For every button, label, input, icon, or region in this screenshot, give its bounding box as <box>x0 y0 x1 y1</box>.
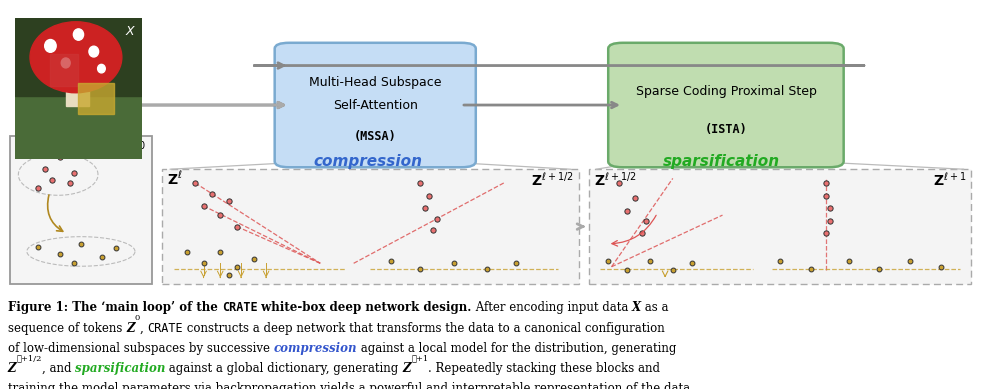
Text: , and: , and <box>42 362 76 375</box>
Text: training the model parameters via backpropagation yields a powerful and interpre: training the model parameters via backpr… <box>8 382 694 389</box>
Text: Self-Attention: Self-Attention <box>333 98 418 112</box>
Text: Z: Z <box>8 362 17 375</box>
FancyBboxPatch shape <box>78 83 114 114</box>
Ellipse shape <box>30 22 122 93</box>
Text: $\mathbf{Z}^{\ell+1/2}$: $\mathbf{Z}^{\ell+1/2}$ <box>594 171 636 189</box>
Text: $\it{X}$: $\it{X}$ <box>125 25 135 38</box>
Circle shape <box>61 58 71 68</box>
Text: $\mathbf{Z}^{\ell}$: $\mathbf{Z}^{\ell}$ <box>167 171 182 188</box>
Text: Z: Z <box>126 322 134 335</box>
Text: sequence of tokens: sequence of tokens <box>8 322 126 335</box>
Text: against a local model for the distribution, generating: against a local model for the distributi… <box>357 342 677 355</box>
Text: X: X <box>632 301 642 314</box>
FancyBboxPatch shape <box>50 54 78 86</box>
Text: sparsification: sparsification <box>662 154 780 169</box>
Text: 0: 0 <box>134 314 140 322</box>
FancyBboxPatch shape <box>15 81 142 159</box>
Text: constructs a deep network that transforms the data to a canonical configuration: constructs a deep network that transform… <box>183 322 665 335</box>
Text: . Repeatedly stacking these blocks and: . Repeatedly stacking these blocks and <box>429 362 660 375</box>
Text: sparsification: sparsification <box>76 362 166 375</box>
Text: $\mathbf{Z}^{\ell+1}$: $\mathbf{Z}^{\ell+1}$ <box>933 171 966 189</box>
Text: compression: compression <box>313 154 423 169</box>
Text: Multi-Head Subspace: Multi-Head Subspace <box>309 76 441 89</box>
Text: against a global dictionary, generating: against a global dictionary, generating <box>166 362 402 375</box>
Text: of low-dimensional subspaces by successive: of low-dimensional subspaces by successi… <box>8 342 274 355</box>
Text: ℓ+1/2: ℓ+1/2 <box>17 354 42 363</box>
Circle shape <box>74 29 83 40</box>
Text: $\mathbf{Z}^{0}$: $\mathbf{Z}^{0}$ <box>129 139 146 158</box>
Text: $\mathbf{Z}^{\ell+1/2}$: $\mathbf{Z}^{\ell+1/2}$ <box>532 171 574 189</box>
Circle shape <box>89 46 99 57</box>
FancyBboxPatch shape <box>608 43 844 167</box>
Text: After encoding input data: After encoding input data <box>472 301 632 314</box>
Text: (MSSA): (MSSA) <box>354 130 396 143</box>
FancyBboxPatch shape <box>10 136 152 284</box>
Text: white-box deep network design.: white-box deep network design. <box>257 301 472 314</box>
Text: CRATE: CRATE <box>222 301 257 314</box>
FancyBboxPatch shape <box>589 169 971 284</box>
Text: compression: compression <box>274 342 357 355</box>
Circle shape <box>98 64 105 73</box>
FancyBboxPatch shape <box>15 18 142 96</box>
Text: as a: as a <box>642 301 669 314</box>
Text: Figure 1: The ‘main loop’ of the: Figure 1: The ‘main loop’ of the <box>8 301 222 314</box>
Text: Sparse Coding Proximal Step: Sparse Coding Proximal Step <box>636 85 816 98</box>
FancyBboxPatch shape <box>66 63 88 105</box>
Text: CRATE: CRATE <box>147 322 183 335</box>
FancyBboxPatch shape <box>162 169 579 284</box>
Text: Z: Z <box>402 362 411 375</box>
Text: (ISTA): (ISTA) <box>704 123 748 137</box>
Text: ℓ+1: ℓ+1 <box>411 354 429 363</box>
FancyBboxPatch shape <box>275 43 476 167</box>
Circle shape <box>45 40 56 52</box>
Text: ,: , <box>140 322 147 335</box>
